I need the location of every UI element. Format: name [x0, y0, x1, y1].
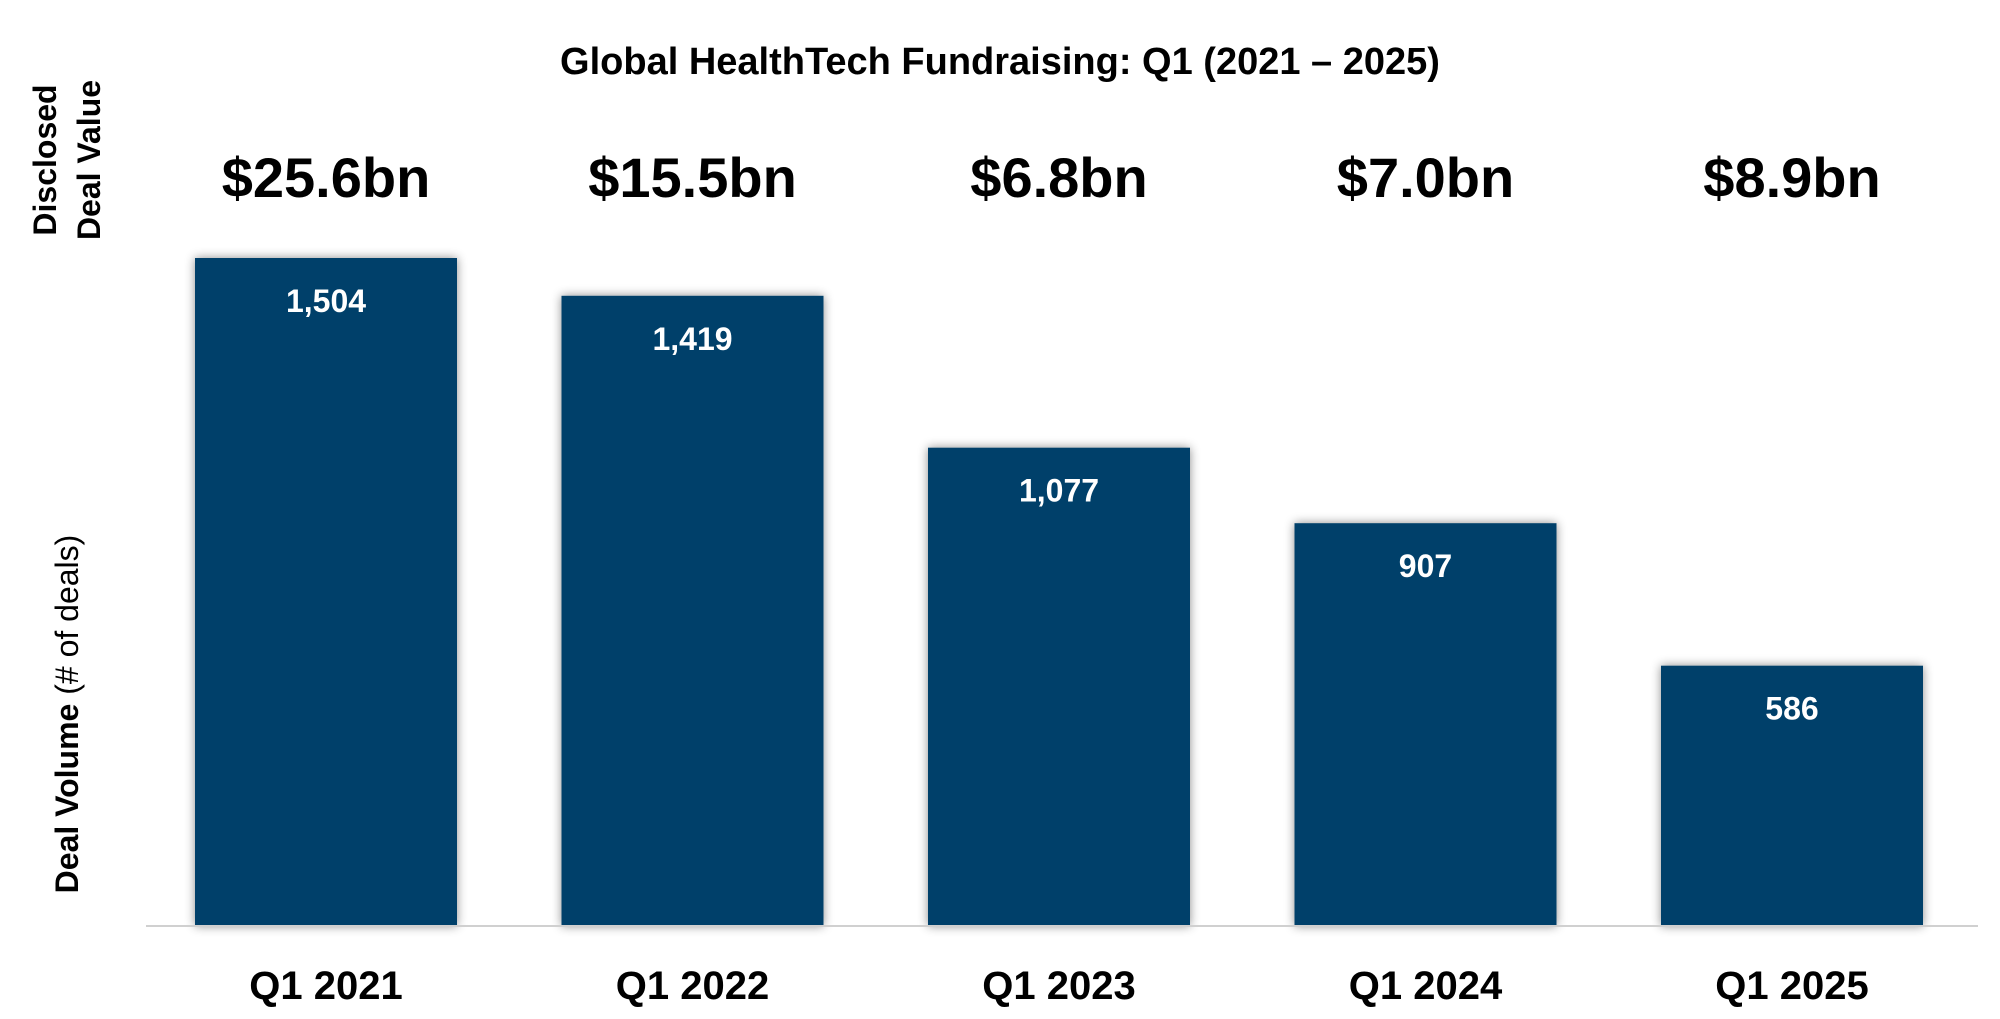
x-tick-label: Q1 2025 [1715, 964, 1868, 1008]
bar-data-label: 1,504 [286, 283, 366, 319]
disclosed-deal-value-label: $7.0bn [1337, 146, 1514, 209]
secondary-axis-label-line1: Disclosed [27, 84, 63, 235]
bar [928, 447, 1190, 926]
disclosed-deal-value-label: $25.6bn [222, 146, 431, 209]
secondary-axis-label-line2: Deal Value [71, 80, 107, 240]
disclosed-deal-value-label: $8.9bn [1703, 146, 1880, 209]
x-tick-label: Q1 2023 [982, 964, 1135, 1008]
x-tick-label: Q1 2024 [1349, 964, 1503, 1008]
bar-data-label: 1,419 [652, 321, 732, 357]
x-tick-label: Q1 2022 [616, 964, 769, 1008]
bar [195, 258, 457, 926]
x-tick-label: Q1 2021 [249, 964, 402, 1008]
bar-data-label: 1,077 [1019, 473, 1099, 509]
bar-data-label: 907 [1399, 548, 1452, 584]
bars-group: 1,504 $25.6bn Q1 2021 1,419 $15.5bn Q1 2022 1,… [195, 146, 1923, 1008]
bar [1294, 523, 1557, 926]
disclosed-deal-value-label: $6.8bn [970, 146, 1147, 209]
disclosed-deal-value-label: $15.5bn [588, 146, 797, 209]
y-axis-label-main: Deal Volume [49, 704, 85, 894]
y-axis-label-unit: (# of deals) [49, 535, 85, 704]
bar [1661, 665, 1923, 926]
bar [561, 295, 824, 926]
bar-data-label: 586 [1765, 691, 1818, 727]
chart-title: Global HealthTech Fundraising: Q1 (2021 … [560, 41, 1440, 83]
y-axis-label: Deal Volume (# of deals) [49, 535, 85, 894]
